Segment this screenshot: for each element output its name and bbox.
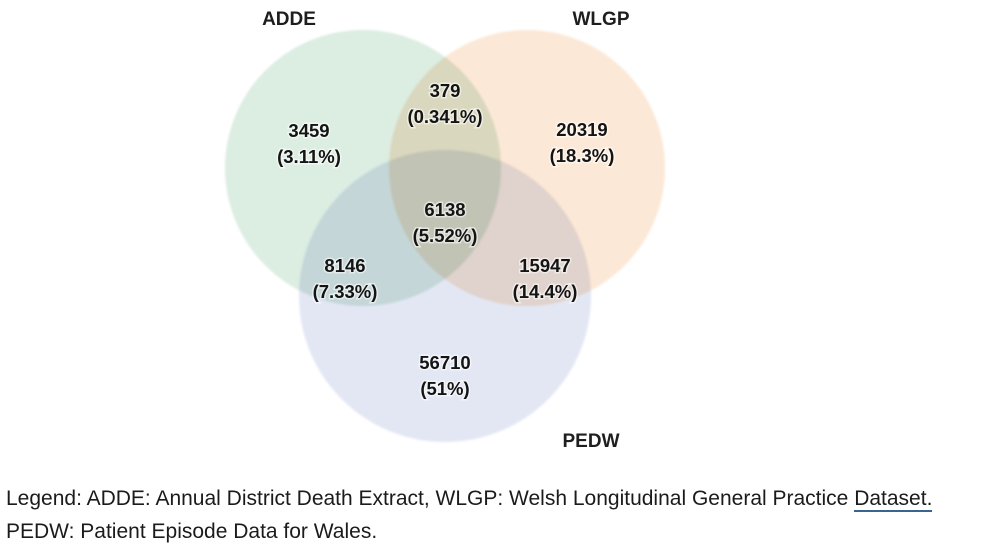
pedw-set-label: PEDW [563, 431, 620, 452]
region-wlgp-only: 20319 (18.3%) [548, 118, 616, 168]
wlgp-only-value: 20319 [556, 119, 607, 140]
pedw-only-percent: (51%) [420, 378, 469, 399]
adde-only-value: 3459 [288, 120, 329, 141]
center-value: 6138 [424, 199, 465, 220]
region-adde-wlgp: 379 (0.341%) [406, 79, 484, 129]
center-percent: (5.52%) [413, 225, 478, 246]
venn-region-labels: 3459 (3.11%) 379 (0.341%) 20319 (18.3%) … [276, 79, 616, 401]
wlgp-set-label: WLGP [573, 9, 630, 30]
adde-only-percent: (3.11%) [277, 146, 341, 167]
region-adde-only: 3459 (3.11%) [276, 119, 343, 169]
venn-figure: ADDE WLGP PEDW 3459 (3.11%) 379 (0.341%)… [225, 9, 665, 452]
region-center: 6138 (5.52%) [411, 198, 479, 248]
region-wlgp-pedw: 15947 (14.4%) [511, 254, 579, 304]
legend-underlined-term: Dataset. [854, 487, 933, 512]
adde-pedw-percent: (7.33%) [313, 281, 378, 302]
venn-set-labels: ADDE WLGP PEDW [262, 9, 630, 452]
adde-wlgp-percent: (0.341%) [407, 106, 482, 127]
adde-wlgp-value: 379 [430, 80, 461, 101]
legend-line-2: PEDW: Patient Episode Data for Wales. [6, 520, 378, 543]
region-adde-pedw: 8146 (7.33%) [311, 254, 379, 304]
legend-line-1: Legend: ADDE: Annual District Death Extr… [6, 482, 996, 515]
venn-diagram: ADDE WLGP PEDW 3459 (3.11%) 379 (0.341%)… [225, 9, 665, 452]
adde-set-label: ADDE [262, 9, 316, 30]
wlgp-only-percent: (18.3%) [550, 145, 615, 166]
pedw-only-value: 56710 [419, 352, 470, 373]
pedw-circle [299, 150, 591, 442]
region-pedw-only: 56710 (51%) [418, 351, 472, 401]
legend-line-1-text: Legend: ADDE: Annual District Death Extr… [6, 487, 855, 510]
legend-caption: Legend: ADDE: Annual District Death Extr… [6, 482, 996, 548]
wlgp-pedw-percent: (14.4%) [513, 281, 578, 302]
adde-pedw-value: 8146 [324, 255, 365, 276]
wlgp-pedw-value: 15947 [519, 255, 570, 276]
venn-circles [225, 30, 665, 442]
